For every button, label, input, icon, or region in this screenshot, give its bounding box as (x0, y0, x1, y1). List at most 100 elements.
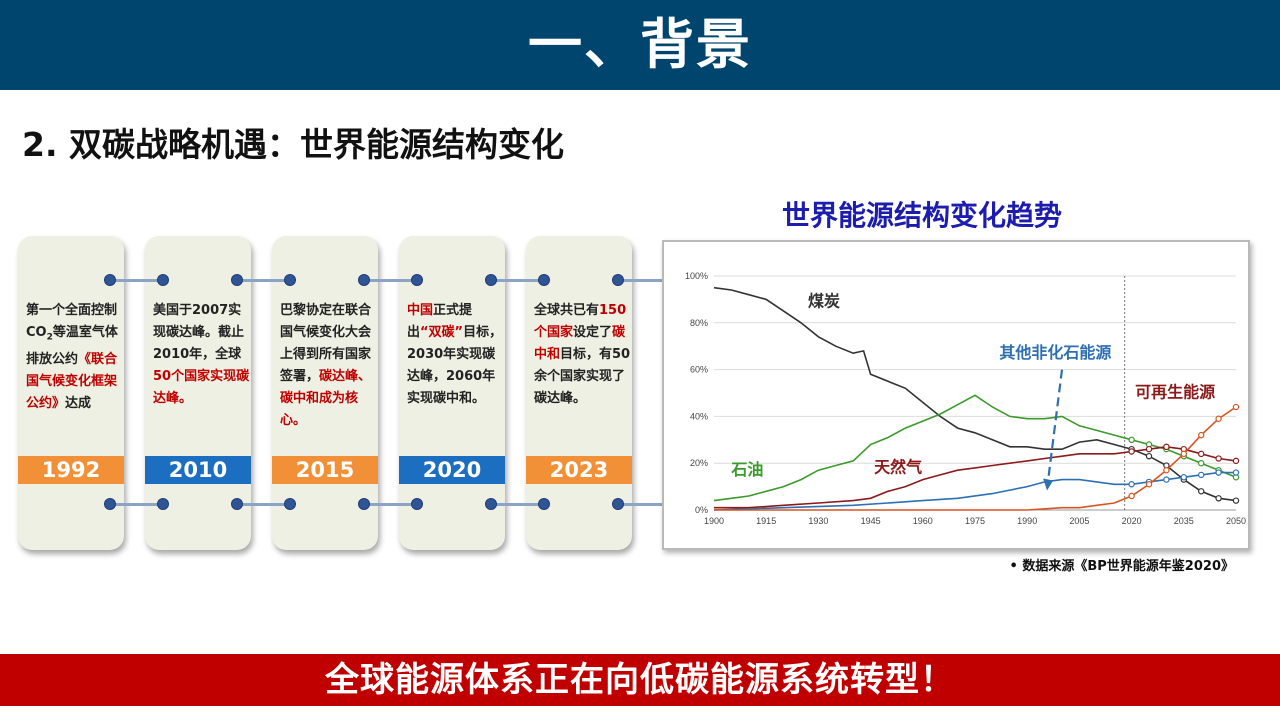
timeline-connector (491, 503, 544, 506)
x-tick-label: 1930 (808, 516, 828, 526)
projection-point (1232, 457, 1240, 465)
timeline-connector-dot (485, 274, 497, 286)
timeline-card-text: 全球共已有150个国家设定了碳中和目标，有50余个国家实现了碳达峰。 (534, 300, 632, 410)
timeline-connector-dot (411, 274, 423, 286)
timeline-connector-dot (157, 498, 169, 510)
slide-title: 一、背景 (528, 13, 752, 76)
header-bar: 一、背景 (0, 0, 1280, 90)
timeline-connector (618, 279, 671, 282)
timeline-connector (491, 279, 544, 282)
projection-point (1198, 459, 1205, 467)
timeline-year: 2020 (399, 456, 505, 484)
projection-point (1145, 481, 1153, 488)
section-subtitle: 2. 双碳战略机遇：世界能源结构变化 (22, 125, 564, 164)
timeline-connector (364, 503, 417, 506)
y-tick-label: 60% (690, 365, 708, 375)
card-text-segment: 碳中和 (534, 325, 626, 362)
projection-point (1198, 431, 1205, 439)
bottom-banner: 全球能源体系正在向低碳能源系统转型！ (0, 654, 1280, 706)
card-text-segment: 150个国家 (534, 303, 627, 340)
y-tick-label: 40% (690, 411, 708, 421)
timeline-connector (110, 279, 163, 282)
projection-point (1128, 481, 1135, 488)
series-annotation: 石油 (730, 460, 763, 479)
x-tick-label: 1900 (704, 516, 724, 526)
card-text-segment: 美国于2007实现碳达峰。截止2010年，全球 (153, 303, 245, 362)
chart-title: 世界能源结构变化趋势 (782, 199, 1063, 232)
series-annotation: 煤炭 (808, 291, 840, 310)
x-tick-label: 2035 (1174, 516, 1194, 526)
series-line-2 (714, 445, 1237, 509)
annotation-arrow-head (1043, 478, 1054, 491)
annotation-arrow-shaft (1046, 369, 1064, 481)
x-tick-label: 1990 (1017, 516, 1037, 526)
projection-point (1232, 497, 1240, 504)
data-source-note: • 数据来源《BP世界能源年鉴2020》 (1009, 559, 1234, 574)
y-tick-label: 80% (690, 318, 708, 328)
timeline-card-2010: 美国于2007实现碳达峰。截止2010年，全球 50个国家实现碳达峰。 2010 (145, 236, 251, 550)
timeline-connector-dot (104, 498, 116, 510)
x-tick-label: 2050 (1226, 516, 1246, 526)
card-text-segment: 中国 (407, 303, 434, 318)
timeline-connector-dot (411, 498, 423, 510)
timeline-connector-dot (284, 498, 296, 510)
projection-point (1232, 403, 1240, 411)
card-text-segment: 巴黎协定在联合国气候变化大会上得到所有国家签署， (280, 303, 372, 384)
banner-text: 全球能源体系正在向低碳能源系统转型！ (325, 660, 955, 700)
timeline-connector (618, 503, 671, 506)
timeline-connector-dot (358, 498, 370, 510)
timeline: 第一个全面控制CO2等温室气体排放公约《联合国气候变化框架公约》达成 1992 美国… (18, 236, 671, 556)
series-annotation: 可再生能源 (1135, 383, 1215, 402)
timeline-connector-dot (231, 498, 243, 510)
timeline-connector-dot (358, 274, 370, 286)
timeline-connector (237, 503, 290, 506)
x-tick-label: 2020 (1122, 516, 1142, 526)
projection-point (1215, 495, 1222, 502)
timeline-card-text: 美国于2007实现碳达峰。截止2010年，全球 50个国家实现碳达峰。 (153, 300, 251, 410)
x-tick-label: 2005 (1069, 516, 1089, 526)
card-text-segment: 碳达峰、碳中和成为核心。 (280, 369, 372, 428)
x-tick-label: 1975 (965, 516, 985, 526)
projection-point (1163, 467, 1170, 474)
timeline-card-text: 第一个全面控制CO2等温室气体排放公约《联合国气候变化框架公约》达成 (26, 300, 124, 415)
projection-point (1215, 469, 1222, 476)
series-line-4 (714, 406, 1237, 511)
card-text-segment: 达成 (65, 395, 92, 411)
timeline-connector-dot (538, 274, 550, 286)
card-text-segment: 正式提出 (407, 303, 473, 340)
timeline-connector-dot (284, 274, 296, 286)
projection-point (1198, 488, 1205, 495)
timeline-connector-dot (231, 274, 243, 286)
timeline-connector (110, 503, 163, 506)
projection-point (1215, 415, 1222, 422)
timeline-year: 1992 (18, 456, 124, 484)
projection-point (1128, 436, 1135, 443)
card-text-segment: 第一个全面控制CO (26, 303, 118, 340)
timeline-connector (364, 279, 417, 282)
y-tick-label: 20% (690, 458, 708, 468)
chart-svg: 0% 20% 40% 60% 80% 100% 1900 1915 1930 1945 1960 19… (685, 271, 1246, 526)
timeline-card-2023: 全球共已有150个国家设定了碳中和目标，有50余个国家实现了碳达峰。 2023 (526, 236, 632, 550)
x-tick-label: 1945 (861, 516, 881, 526)
timeline-connector-dot (104, 274, 116, 286)
timeline-connector-dot (612, 498, 624, 510)
timeline-year: 2015 (272, 456, 378, 484)
projection-point (1163, 443, 1170, 451)
timeline-connector-dot (538, 498, 550, 510)
x-tick-label: 1960 (913, 516, 933, 526)
projection-point (1163, 476, 1170, 483)
projection-point (1128, 492, 1135, 500)
card-text-segment: 目标，2030年实现碳达峰，2060年实现碳中和。 (407, 325, 503, 406)
card-text-segment: 50个国家实现碳达峰。 (153, 369, 250, 406)
projection-point (1145, 452, 1153, 460)
timeline-connector-dot (485, 498, 497, 510)
timeline-card-2015: 巴黎协定在联合国气候变化大会上得到所有国家签署，碳达峰、碳中和成为核心。 2015 (272, 236, 378, 550)
timeline-connector (237, 279, 290, 282)
card-text-segment: 设定了 (573, 325, 613, 340)
timeline-card-1992: 第一个全面控制CO2等温室气体排放公约《联合国气候变化框架公约》达成 1992 (18, 236, 124, 550)
card-text-segment: 全球共已有 (534, 303, 600, 318)
projection-point (1180, 450, 1188, 458)
energy-structure-chart: 0% 20% 40% 60% 80% 100% 1900 1915 1930 1945 1960 19… (662, 240, 1250, 550)
projection-point (1145, 445, 1153, 453)
timeline-connector-dot (612, 274, 624, 286)
